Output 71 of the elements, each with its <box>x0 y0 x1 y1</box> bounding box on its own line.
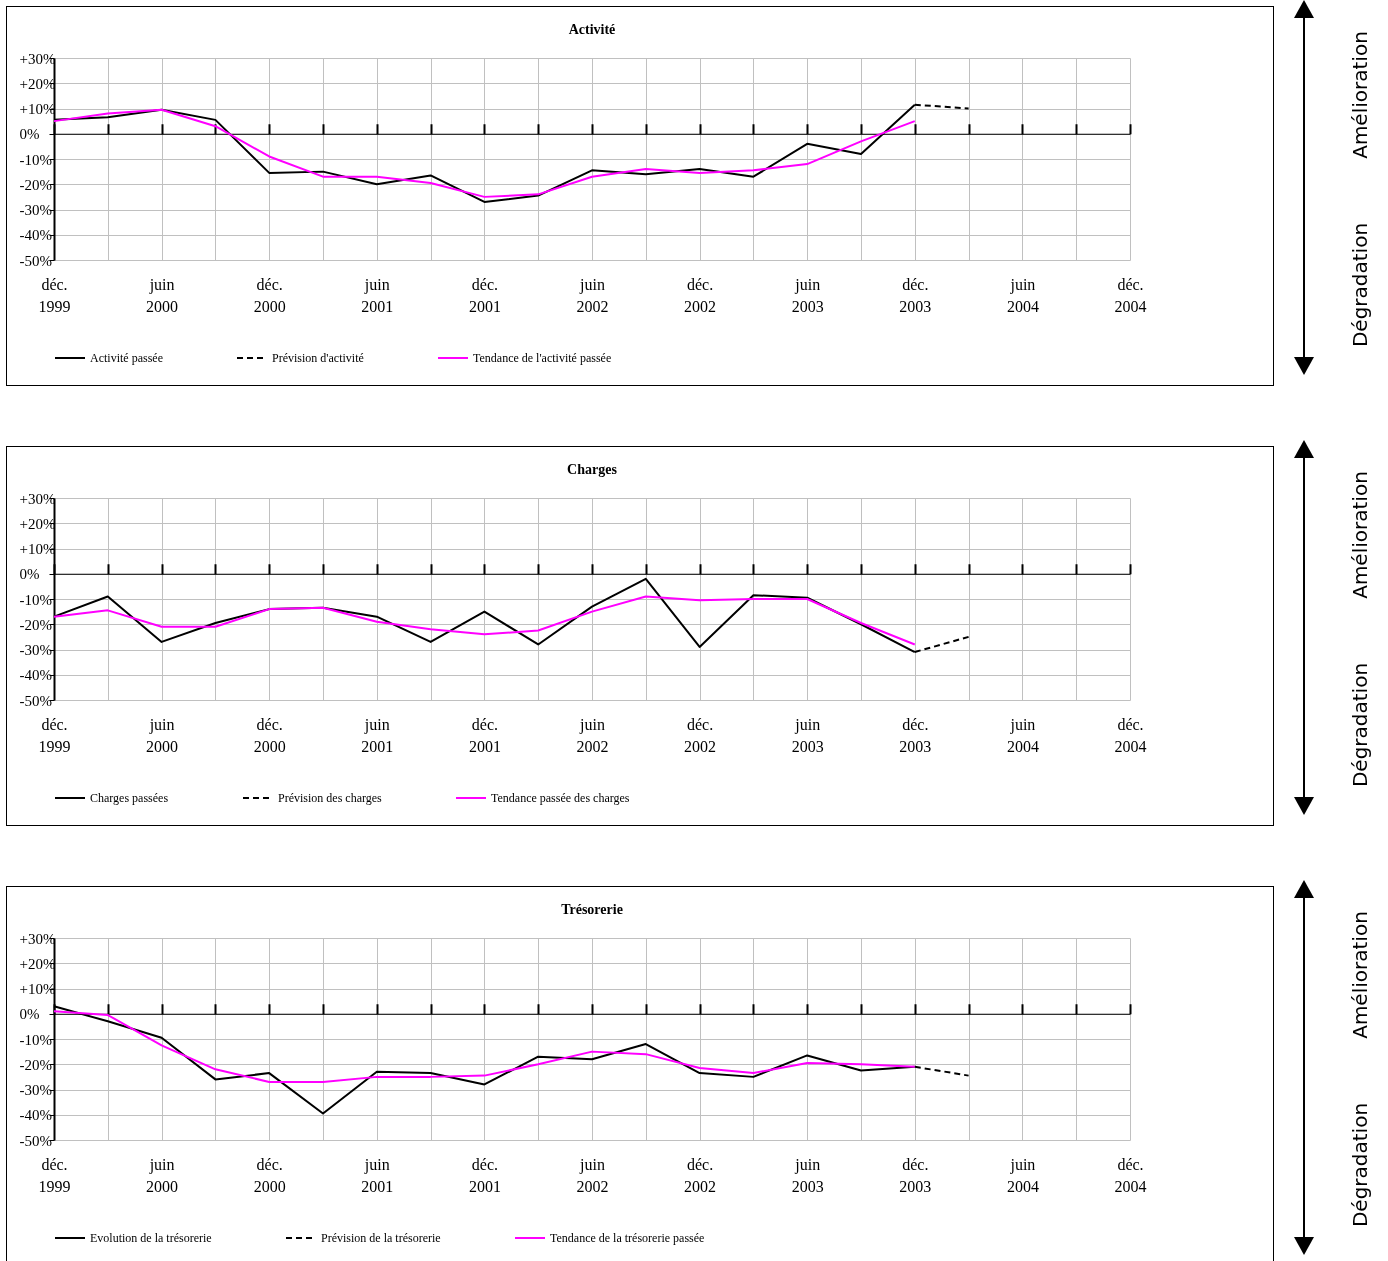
legend-label: Evolution de la trésorerie <box>90 1231 212 1245</box>
x-tick-label: juin 2003 <box>791 1155 824 1195</box>
x-tick-label: juin 2000 <box>146 715 179 755</box>
x-tick-label: déc. 2003 <box>899 275 932 315</box>
x-tick-label: juin 2004 <box>1006 715 1039 755</box>
line-series <box>53 595 916 646</box>
x-tick-label: juin 2001 <box>361 715 394 755</box>
x-tick-label: juin 2003 <box>791 715 824 755</box>
x-tick-label: déc. 1999 <box>38 1155 71 1195</box>
text: Amélioration <box>1348 911 1373 1039</box>
legend-label: Tendance de la trésorerie passée <box>550 1231 705 1245</box>
y-tick-label: 0% <box>19 126 40 143</box>
x-tick-label: déc. 2002 <box>684 715 717 755</box>
x-tick-label: déc. 2000 <box>253 275 286 315</box>
x-tick-label: déc. 2000 <box>253 715 286 755</box>
y-tick-label: 0% <box>19 1006 40 1023</box>
text: Dégradation <box>1348 1102 1373 1228</box>
x-tick-label: juin 2000 <box>146 1155 179 1195</box>
legend-label: Prévision d'activité <box>272 351 364 365</box>
legend-label: Prévision des charges <box>278 791 383 805</box>
x-tick-label: juin 2000 <box>146 275 179 315</box>
y-tick-label: -30% <box>19 642 52 658</box>
x-tick-label: déc. 1999 <box>38 275 71 315</box>
y-tick-label: -30% <box>19 1082 52 1098</box>
x-tick-label: déc. 2001 <box>468 1155 501 1195</box>
x-tick-label: déc. 2004 <box>1114 275 1147 315</box>
legend-label: Tendance de l'activité passée <box>473 351 612 365</box>
y-tick-label: -10% <box>19 1031 52 1048</box>
y-tick-label: -10% <box>19 591 52 608</box>
x-tick-label: juin 2001 <box>361 1155 394 1195</box>
text: Amélioration <box>1348 31 1373 159</box>
y-tick-label: -40% <box>19 667 52 684</box>
x-tick-label: déc. 2000 <box>253 1155 286 1195</box>
text: Dégradation <box>1348 662 1373 788</box>
y-tick-label: -40% <box>19 227 52 244</box>
y-tick-label: -50% <box>19 252 52 269</box>
x-tick-label: déc. 2003 <box>899 715 932 755</box>
text: Amélioration <box>1348 471 1373 599</box>
x-tick-label: déc. 1999 <box>38 715 71 755</box>
x-tick-label: juin 2004 <box>1006 275 1039 315</box>
y-tick-label: 0% <box>19 566 40 583</box>
x-tick-label: déc. 2001 <box>468 715 501 755</box>
legend-label: Activité passée <box>90 351 163 365</box>
text: Dégradation <box>1348 222 1373 348</box>
legend-label: Prévision de la trésorerie <box>321 1231 441 1245</box>
x-tick-label: juin 2002 <box>576 715 609 755</box>
y-tick-label: -20% <box>19 176 52 193</box>
x-tick-label: déc. 2002 <box>684 275 717 315</box>
x-tick-label: juin 2002 <box>576 1155 609 1195</box>
legend-label: Charges passées <box>90 791 169 805</box>
y-tick-label: -10% <box>19 151 52 168</box>
y-tick-label: -20% <box>19 1056 52 1073</box>
y-tick-label: -30% <box>19 202 52 218</box>
y-tick-label: -20% <box>19 616 52 633</box>
chart-title: Trésorerie <box>561 902 623 917</box>
x-tick-label: déc. 2001 <box>468 275 501 315</box>
x-tick-label: déc. 2004 <box>1114 1155 1147 1195</box>
x-tick-label: déc. 2003 <box>899 1155 932 1195</box>
line-series <box>53 1010 916 1083</box>
x-tick-label: déc. 2002 <box>684 1155 717 1195</box>
legend-label: Tendance passée des charges <box>491 791 630 805</box>
chart-title: Activité <box>568 22 616 37</box>
x-tick-label: juin 2003 <box>791 275 824 315</box>
x-tick-label: déc. 2004 <box>1114 715 1147 755</box>
y-tick-label: -50% <box>19 692 52 709</box>
chart-title: Charges <box>567 462 618 477</box>
x-tick-label: juin 2001 <box>361 275 394 315</box>
y-tick-label: -50% <box>19 1132 52 1149</box>
x-tick-label: juin 2004 <box>1006 1155 1039 1195</box>
y-tick-label: -40% <box>19 1107 52 1124</box>
x-tick-label: juin 2002 <box>576 275 609 315</box>
